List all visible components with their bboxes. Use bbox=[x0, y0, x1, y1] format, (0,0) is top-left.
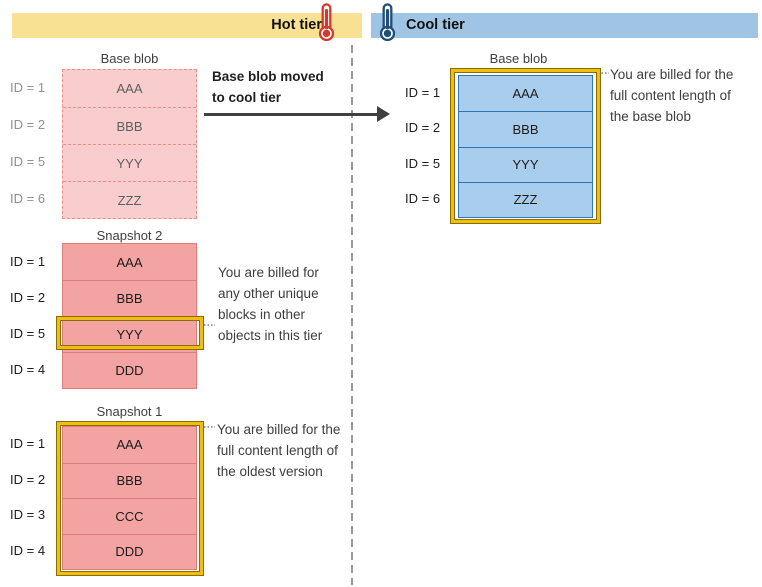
block-id-label: ID = 5 bbox=[405, 155, 441, 171]
snapshot-1-title: Snapshot 1 bbox=[96, 404, 163, 419]
cool-tier-bar: Cool tier bbox=[371, 3, 758, 42]
block-id-label: ID = 2 bbox=[10, 471, 46, 487]
block-id-label: ID = 2 bbox=[405, 120, 441, 136]
block: CCC bbox=[63, 498, 196, 534]
cool-tier-label: Cool tier bbox=[406, 17, 465, 33]
block-id-label: ID = 6 bbox=[10, 191, 46, 206]
block-id-label: ID = 5 bbox=[10, 154, 46, 169]
hot-tier-bar: Hot tier bbox=[12, 3, 362, 42]
snapshot-1-annotation: You are billed for the full content leng… bbox=[217, 422, 341, 479]
block: DDD bbox=[63, 352, 196, 388]
block: ZZZ bbox=[459, 181, 592, 217]
snapshot-1-stack: AAA BBB CCC DDD bbox=[62, 426, 197, 570]
block-id-label: ID = 4 bbox=[10, 361, 46, 377]
cool-base-blob-id-labels: ID = 1 ID = 2 ID = 5 ID = 6 bbox=[405, 75, 451, 216]
annotation-connector bbox=[204, 324, 215, 326]
block: AAA bbox=[116, 437, 143, 453]
move-arrow bbox=[204, 113, 378, 116]
hot-thermometer-icon bbox=[318, 3, 335, 42]
block: BBB bbox=[63, 280, 196, 316]
block-id-label: ID = 5 bbox=[10, 325, 46, 341]
block: YYY bbox=[459, 146, 592, 182]
hot-base-blob-id-labels: ID = 1 ID = 2 ID = 5 ID = 6 bbox=[10, 69, 56, 217]
hot-base-blob-stack: AAA BBB YYY ZZZ bbox=[62, 69, 197, 219]
block: YYY bbox=[63, 316, 196, 352]
block-id-label: ID = 1 bbox=[10, 80, 46, 95]
snapshot-2-stack: AAA BBB YYY DDD bbox=[62, 243, 197, 389]
block-id-label: ID = 1 bbox=[10, 436, 46, 452]
block-id-label: ID = 2 bbox=[10, 117, 46, 132]
snapshot-1-id-labels: ID = 1 ID = 2 ID = 3 ID = 4 bbox=[10, 426, 56, 568]
cool-base-blob-title: Base blob bbox=[489, 51, 548, 66]
snapshot-2-annotation: You are billed for any other unique bloc… bbox=[218, 265, 323, 343]
move-arrow-head-icon bbox=[377, 106, 390, 122]
block: BBB bbox=[459, 111, 592, 146]
block-id-label: ID = 1 bbox=[10, 253, 46, 269]
block: AAA bbox=[116, 81, 143, 96]
block-id-label: ID = 3 bbox=[10, 507, 46, 523]
annotation-connector bbox=[204, 426, 215, 428]
cool-base-blob-stack: AAA BBB YYY ZZZ bbox=[458, 75, 593, 218]
block: BBB bbox=[63, 107, 196, 144]
block-id-label: ID = 6 bbox=[405, 190, 441, 206]
block: BBB bbox=[63, 462, 196, 499]
move-arrow-label: Base blob moved to cool tier bbox=[212, 69, 324, 105]
block-id-label: ID = 1 bbox=[405, 85, 441, 101]
cool-thermometer-icon bbox=[379, 3, 396, 42]
block-id-label: ID = 4 bbox=[10, 542, 46, 558]
hot-tier-label: Hot tier bbox=[271, 17, 322, 33]
snapshot-2-id-labels: ID = 1 ID = 2 ID = 5 ID = 4 bbox=[10, 243, 56, 387]
annotation-connector bbox=[598, 72, 609, 74]
block: DDD bbox=[63, 533, 196, 570]
block: AAA bbox=[512, 86, 539, 102]
hot-base-blob-title: Base blob bbox=[100, 51, 159, 66]
block: AAA bbox=[116, 254, 143, 270]
cool-base-blob-annotation: You are billed for the full content leng… bbox=[610, 67, 734, 124]
tier-divider bbox=[351, 45, 353, 585]
block: ZZZ bbox=[63, 181, 196, 218]
snapshot-2-title: Snapshot 2 bbox=[96, 228, 163, 243]
block-id-label: ID = 2 bbox=[10, 289, 46, 305]
block: YYY bbox=[63, 144, 196, 181]
